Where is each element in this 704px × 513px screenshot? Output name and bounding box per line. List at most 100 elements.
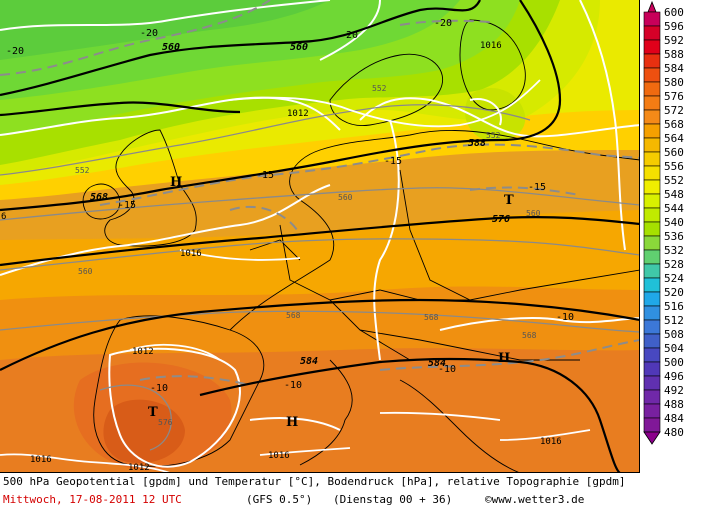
legend-label: 564 (664, 132, 684, 145)
legend-swatch (643, 319, 661, 335)
topography-label: 552 (486, 131, 501, 140)
temperature-label: -20 (434, 18, 452, 29)
isobar-label: 1012 (287, 109, 309, 119)
legend-label: 560 (664, 146, 684, 159)
legend-label: 584 (664, 62, 684, 75)
legend-swatch (643, 277, 661, 293)
high-pressure-marker: H (170, 175, 182, 190)
legend-swatch (643, 235, 661, 251)
legend-swatch (643, 375, 661, 391)
edge-label: 6 (1, 212, 6, 222)
legend-label: 512 (664, 314, 684, 327)
map-footer: 500 hPa Geopotential [gpdm] und Temperat… (0, 473, 640, 513)
geopotential-label: 576 (492, 214, 510, 225)
low-pressure-marker: T (504, 193, 514, 208)
legend-swatch (643, 11, 661, 27)
legend-swatch (643, 25, 661, 41)
temperature-label: -20 (6, 46, 24, 57)
legend-label: 496 (664, 370, 684, 383)
legend-label: 492 (664, 384, 684, 397)
topography-label: 568 (424, 313, 439, 322)
legend-swatch (643, 403, 661, 419)
geopotential-label: 560 (162, 42, 180, 53)
isobars (0, 79, 591, 472)
legend-label: 556 (664, 160, 684, 173)
legend-swatch (643, 67, 661, 83)
legend-label: 500 (664, 356, 684, 369)
copyright-link[interactable]: ©www.wetter3.de (485, 493, 585, 506)
legend-swatch (643, 221, 661, 237)
legend-label: 548 (664, 188, 684, 201)
legend-label: 544 (664, 202, 684, 215)
color-scale-legend: 600 596 592 588 584 580 576 572 568 564 560 556 552 5… (640, 0, 704, 473)
temperature-label: -20 (340, 30, 358, 41)
legend-swatch (643, 109, 661, 125)
geopotential-label: 560 (290, 42, 308, 53)
temperature-label: -10 (284, 380, 302, 391)
legend-label: 572 (664, 104, 684, 117)
model-run: (Dienstag 00 + 36) (333, 493, 453, 506)
temperature-dashed-lines (0, 0, 639, 386)
legend-swatch (643, 347, 661, 363)
topography-label: 552 (372, 84, 387, 93)
legend-label: 568 (664, 118, 684, 131)
temperature-label: -10 (556, 312, 574, 323)
legend-swatch (643, 165, 661, 181)
legend-label: 516 (664, 300, 684, 313)
temperature-label: -15 (528, 182, 546, 193)
temperature-label: -10 (438, 364, 456, 375)
legend-label: 576 (664, 90, 684, 103)
legend-label: 592 (664, 34, 684, 47)
legend-swatch (643, 151, 661, 167)
map-description: 500 hPa Geopotential [gpdm] und Temperat… (3, 475, 626, 488)
geopotential-label: 584 (300, 356, 318, 367)
legend-label: 588 (664, 48, 684, 61)
legend-swatch (643, 333, 661, 349)
legend-swatches (643, 0, 661, 445)
legend-label: 484 (664, 412, 684, 425)
legend-swatch (643, 95, 661, 111)
topography-label: 576 (158, 418, 173, 427)
legend-label: 532 (664, 244, 684, 257)
topography-label: 568 (522, 331, 537, 340)
legend-swatch (643, 249, 661, 265)
legend-label: 596 (664, 20, 684, 33)
valid-date: Mittwoch, 17-08-2011 12 UTC (3, 493, 182, 506)
temperature-label: -10 (150, 383, 168, 394)
topography-label: 560 (526, 209, 541, 218)
temperature-label: -15 (384, 156, 402, 167)
isobar-label: 1012 (128, 463, 150, 473)
legend-top-arrow (647, 0, 657, 13)
low-pressure-marker: T (148, 405, 158, 420)
geopotential-label: 584 (428, 358, 446, 369)
temperature-labels: -20 -20 -20 -20 -15 -15 -15 -15 -10 -10 … (6, 18, 574, 394)
topography-label: 560 (338, 193, 353, 202)
model-name: (GFS 0.5°) (246, 493, 313, 506)
geopotential-label: 588 (468, 138, 486, 149)
legend-swatch (643, 207, 661, 223)
legend-labels: 6005965925885845805765725685645605565525… (664, 6, 684, 439)
legend-label: 480 (664, 426, 684, 439)
relative-topography-lines (0, 104, 639, 451)
weather-map: 1016 1012 1016 1012 1016 1012 1016 1016 … (0, 0, 640, 473)
legend-label: 540 (664, 216, 684, 229)
legend-label: 488 (664, 398, 684, 411)
topography-labels: 552 552 552 560 560 560 568 568 568 576 (75, 84, 541, 427)
legend-swatch (643, 53, 661, 69)
pressure-centers: H H H T T (148, 175, 514, 430)
isobar-labels: 1016 1012 1016 1012 1016 1012 1016 1016 (30, 41, 562, 473)
footer-second-row: Mittwoch, 17-08-2011 12 UTC (GFS 0.5°) (… (3, 493, 639, 506)
legend-swatch (643, 81, 661, 97)
isobar-label: 1016 (540, 437, 562, 447)
legend-swatch (643, 361, 661, 377)
legend-label: 528 (664, 258, 684, 271)
topography-label: 560 (78, 267, 93, 276)
geopotential-isohypses (0, 0, 639, 472)
legend-swatch (643, 39, 661, 55)
isobar-label: 1016 (268, 451, 290, 461)
legend-swatch (643, 417, 661, 433)
topography-label: 568 (286, 311, 301, 320)
legend-swatch (643, 193, 661, 209)
geopotential-label: 568 (90, 192, 108, 203)
isobar-label: 1016 (180, 249, 202, 259)
